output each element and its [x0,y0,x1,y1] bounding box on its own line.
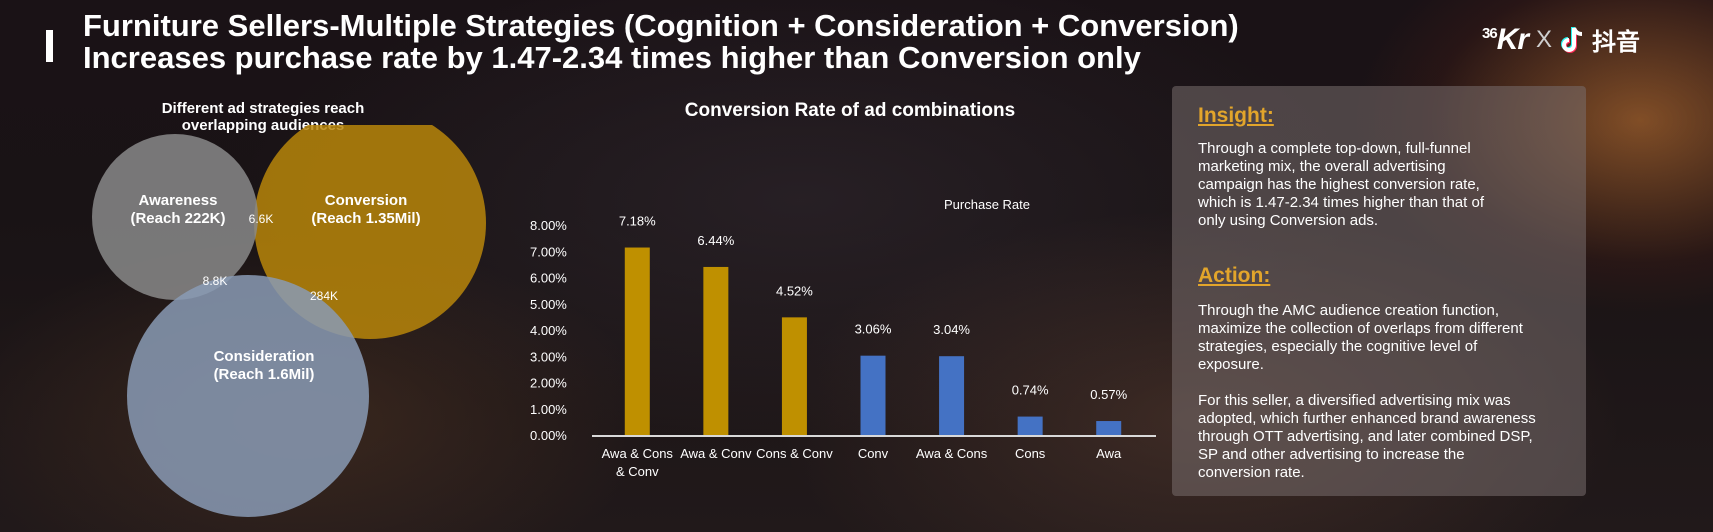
bar-value-label: 0.74% [1012,383,1049,398]
awareness-circle [92,134,258,300]
x-axis: Awa & Cons & Conv Awa & Conv Cons & Conv Con… [602,446,1122,479]
x-tick-label: Awa & Cons [916,446,988,461]
overlap-awareness-conversion: 6.6K [249,212,274,226]
y-tick-label: 0.00% [530,428,567,443]
partner-logos: 36Kr X 抖音 [1482,22,1640,57]
insight-heading: Insight: [1198,104,1274,127]
venn-diagram: Awareness (Reach 222K) Conversion (Reach… [92,125,486,517]
x-tick-label: Cons & Conv [756,446,833,461]
bars: 7.18% 6.44% 4.52% 3.06% 3.04% 0.74% 0.57% [619,214,1128,436]
douyin-note-icon [1561,26,1583,53]
y-tick-label: 1.00% [530,402,567,417]
bar-value-label: 7.18% [619,214,656,229]
page-title: Furniture Sellers-Multiple Strategies (C… [83,10,1239,74]
overlap-awareness-consideration: 8.8K [203,274,228,288]
x-tick-label: Awa & Conv [680,446,752,461]
x-tick-label: Conv [858,446,889,461]
title-line-1: Furniture Sellers-Multiple Strategies (C… [83,8,1239,43]
conversion-reach: (Reach 1.35Mil) [311,210,420,227]
y-tick-label: 3.00% [530,349,567,364]
insight-panel: Insight: Through a complete top-down, fu… [1172,86,1586,496]
logo-separator: X [1536,25,1553,53]
chart-title: Conversion Rate of ad combinations [684,100,1016,121]
chart-legend: Purchase Rate [944,197,1030,212]
bar [1017,416,1043,436]
x-tick-label: Cons [1015,446,1046,461]
bar [781,317,807,436]
consideration-label: Consideration [214,348,315,365]
x-tick-label: Awa [1096,446,1122,461]
consideration-circle [127,275,369,517]
y-tick-label: 2.00% [530,376,567,391]
bar-value-label: 6.44% [697,233,734,248]
bar [860,355,886,436]
bar-value-label: 0.57% [1090,387,1127,402]
bar-chart: 0.00% 1.00% 2.00% 3.00% 4.00% 5.00% 6.00% 7.00%… [530,197,1156,479]
y-tick-label: 8.00% [530,218,567,233]
y-tick-label: 4.00% [530,323,567,338]
awareness-reach: (Reach 222K) [130,210,225,227]
bar [1096,421,1122,436]
title-accent-bar [46,30,53,62]
venn-title-line-1: Different ad strategies reach [161,100,365,117]
consideration-reach: (Reach 1.6Mil) [214,366,315,383]
bar [939,356,965,436]
bar [703,266,729,436]
y-tick-label: 6.00% [530,271,567,286]
title-line-2: Increases purchase rate by 1.47-2.34 tim… [83,40,1141,75]
x-tick-label: & Conv [616,464,659,479]
overlap-conversion-consideration: 284K [310,289,338,303]
y-tick-label: 5.00% [530,297,567,312]
action-text: Through the AMC audience creation functi… [1198,302,1523,373]
36kr-logo: 36Kr [1482,22,1529,56]
douyin-logo: 抖音 [1560,22,1640,57]
douyin-wordmark: 抖音 [1592,29,1641,56]
x-tick-label: Awa & Cons [602,446,674,461]
awareness-label: Awareness [139,192,218,209]
seller-text: For this seller, a diversified advertisi… [1198,392,1536,481]
bar [624,247,650,436]
bar-value-label: 3.06% [855,322,892,337]
conversion-circle [254,125,486,339]
bar-value-label: 3.04% [933,322,970,337]
y-axis: 0.00% 1.00% 2.00% 3.00% 4.00% 5.00% 6.00% 7.00%… [530,218,567,443]
action-heading: Action: [1198,264,1271,287]
insight-text: Through a complete top-down, full-funnel… [1198,140,1484,229]
bar-value-label: 4.52% [776,283,813,298]
y-tick-label: 7.00% [530,244,567,259]
conversion-label: Conversion [325,192,408,209]
